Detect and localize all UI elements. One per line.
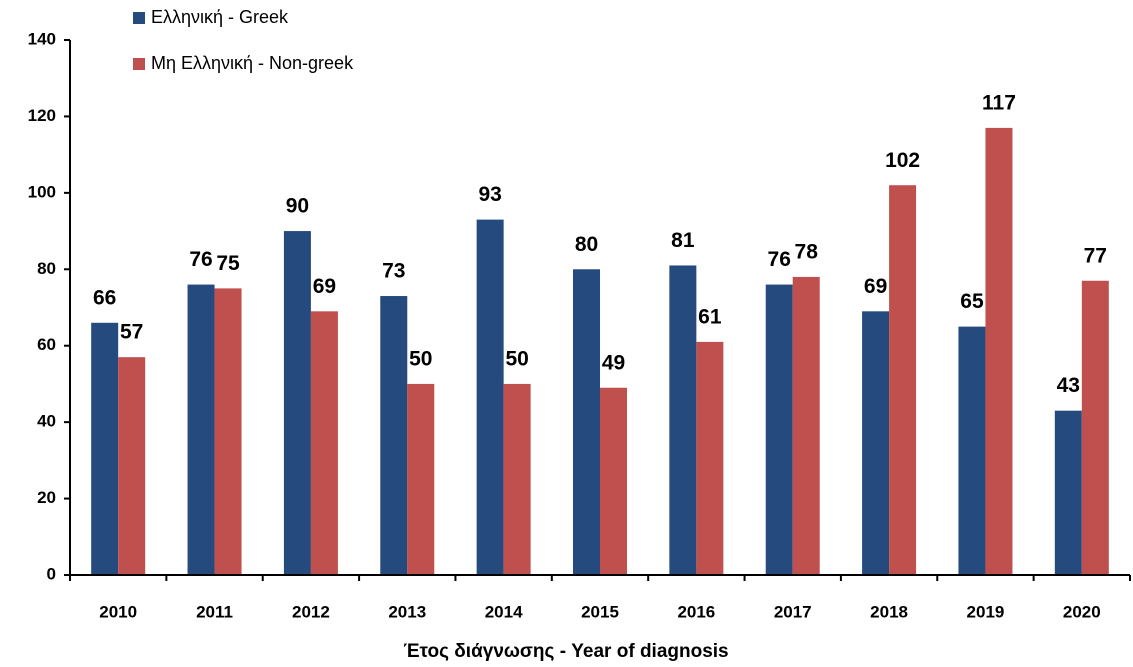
data-label: 43: [1057, 374, 1080, 397]
legend-label: Ελληνική - Greek: [151, 7, 289, 27]
data-label: 69: [864, 275, 887, 298]
data-label: 69: [313, 275, 336, 298]
y-tick-label: 40: [37, 412, 56, 431]
bar: [669, 265, 697, 575]
bar: [1081, 280, 1109, 575]
y-tick-label: 20: [37, 488, 56, 507]
bar: [283, 231, 311, 576]
y-tick-label: 120: [28, 106, 56, 125]
x-tick-label: 2014: [485, 602, 523, 621]
bar: [765, 284, 793, 575]
bar: [503, 383, 531, 575]
bar: [380, 296, 408, 575]
legend-label: Μη Ελληνική - Non-greek: [151, 53, 354, 73]
y-tick-label: 100: [28, 182, 56, 201]
bar: [985, 127, 1013, 576]
data-label: 78: [795, 240, 819, 263]
data-label: 57: [120, 321, 143, 344]
bar: [1054, 410, 1082, 575]
y-tick-label: 140: [28, 29, 56, 48]
data-label: 81: [671, 229, 695, 252]
bar: [310, 311, 338, 575]
data-label: 80: [575, 233, 598, 256]
x-tick-label: 2019: [967, 602, 1005, 621]
data-label: 66: [93, 286, 116, 309]
data-label: 75: [216, 252, 240, 275]
y-tick-label: 0: [47, 564, 56, 583]
bar: [187, 284, 215, 575]
x-tick-label: 2010: [99, 602, 137, 621]
data-label: 50: [505, 347, 528, 370]
x-tick-label: 2011: [196, 602, 233, 621]
legend-swatch: [133, 58, 145, 70]
y-tick-label: 80: [37, 259, 56, 278]
data-label: 73: [382, 260, 405, 283]
bar: [407, 383, 435, 575]
data-label: 90: [286, 195, 309, 218]
x-tick-label: 2013: [388, 602, 426, 621]
bar: [889, 185, 917, 575]
bar: [958, 326, 986, 575]
bar: [862, 311, 890, 575]
bar: [573, 269, 600, 575]
legend-swatch: [133, 12, 145, 24]
data-label: 50: [409, 347, 432, 370]
data-label: 102: [885, 149, 920, 172]
data-label: 76: [189, 248, 212, 271]
data-label: 65: [960, 290, 984, 313]
data-label: 49: [602, 351, 625, 374]
data-label: 93: [478, 183, 501, 206]
bar: [600, 387, 627, 575]
data-label: 76: [768, 248, 791, 271]
bar: [696, 341, 724, 575]
data-label: 117: [982, 91, 1016, 114]
y-tick-label: 60: [37, 335, 56, 354]
x-tick-label: 2020: [1063, 602, 1101, 621]
data-label: 61: [698, 305, 722, 328]
bar: [476, 219, 504, 575]
x-tick-label: 2012: [292, 602, 330, 621]
bar: [792, 276, 820, 575]
bar: [91, 322, 119, 575]
x-tick-label: 2015: [581, 602, 619, 621]
x-axis-label: Έτος διάγνωσης - Year of diagnosis: [403, 641, 728, 662]
x-tick-label: 2016: [677, 602, 715, 621]
x-tick-label: 2018: [870, 602, 908, 621]
x-tick-label: 2017: [774, 602, 812, 621]
bar: [214, 288, 242, 575]
data-label: 77: [1084, 244, 1107, 267]
bar: [118, 357, 146, 575]
